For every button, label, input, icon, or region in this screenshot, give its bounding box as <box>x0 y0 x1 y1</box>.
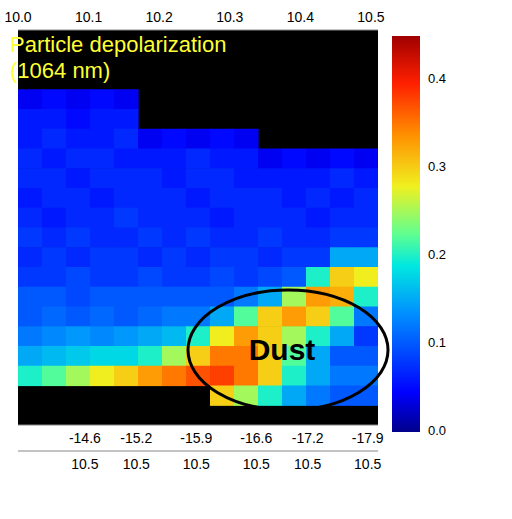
svg-text:10.1: 10.1 <box>75 9 102 25</box>
svg-text:10.5: 10.5 <box>123 456 150 472</box>
svg-text:-15.2: -15.2 <box>120 430 152 446</box>
svg-text:10.3: 10.3 <box>216 9 243 25</box>
svg-text:-17.2: -17.2 <box>292 430 324 446</box>
svg-text:10.4: 10.4 <box>287 9 314 25</box>
html-text:Particle depolarization (1064: Particle depolarization (1064 nm) <box>10 32 227 83</box>
svg-text:Dust: Dust <box>249 333 316 366</box>
svg-text:10.5: 10.5 <box>357 9 384 25</box>
svg-text:10.5: 10.5 <box>183 456 210 472</box>
svg-text:0.0: 0.0 <box>428 423 446 438</box>
svg-text:10.0: 10.0 <box>4 9 31 25</box>
svg-text:-14.6: -14.6 <box>69 430 101 446</box>
svg-text:0.1: 0.1 <box>428 335 446 350</box>
svg-text:0.3: 0.3 <box>428 159 446 174</box>
svg-text:10.5: 10.5 <box>243 456 270 472</box>
svg-text:-16.6: -16.6 <box>240 430 272 446</box>
svg-text:10.5: 10.5 <box>294 456 321 472</box>
svg-text:0.4: 0.4 <box>428 71 446 86</box>
svg-text:0.2: 0.2 <box>428 247 446 262</box>
svg-text:10.5: 10.5 <box>354 456 381 472</box>
svg-text:-15.9: -15.9 <box>180 430 212 446</box>
svg-text:10.5: 10.5 <box>71 456 98 472</box>
svg-text:-17.9: -17.9 <box>352 430 384 446</box>
svg-text:10.2: 10.2 <box>146 9 173 25</box>
